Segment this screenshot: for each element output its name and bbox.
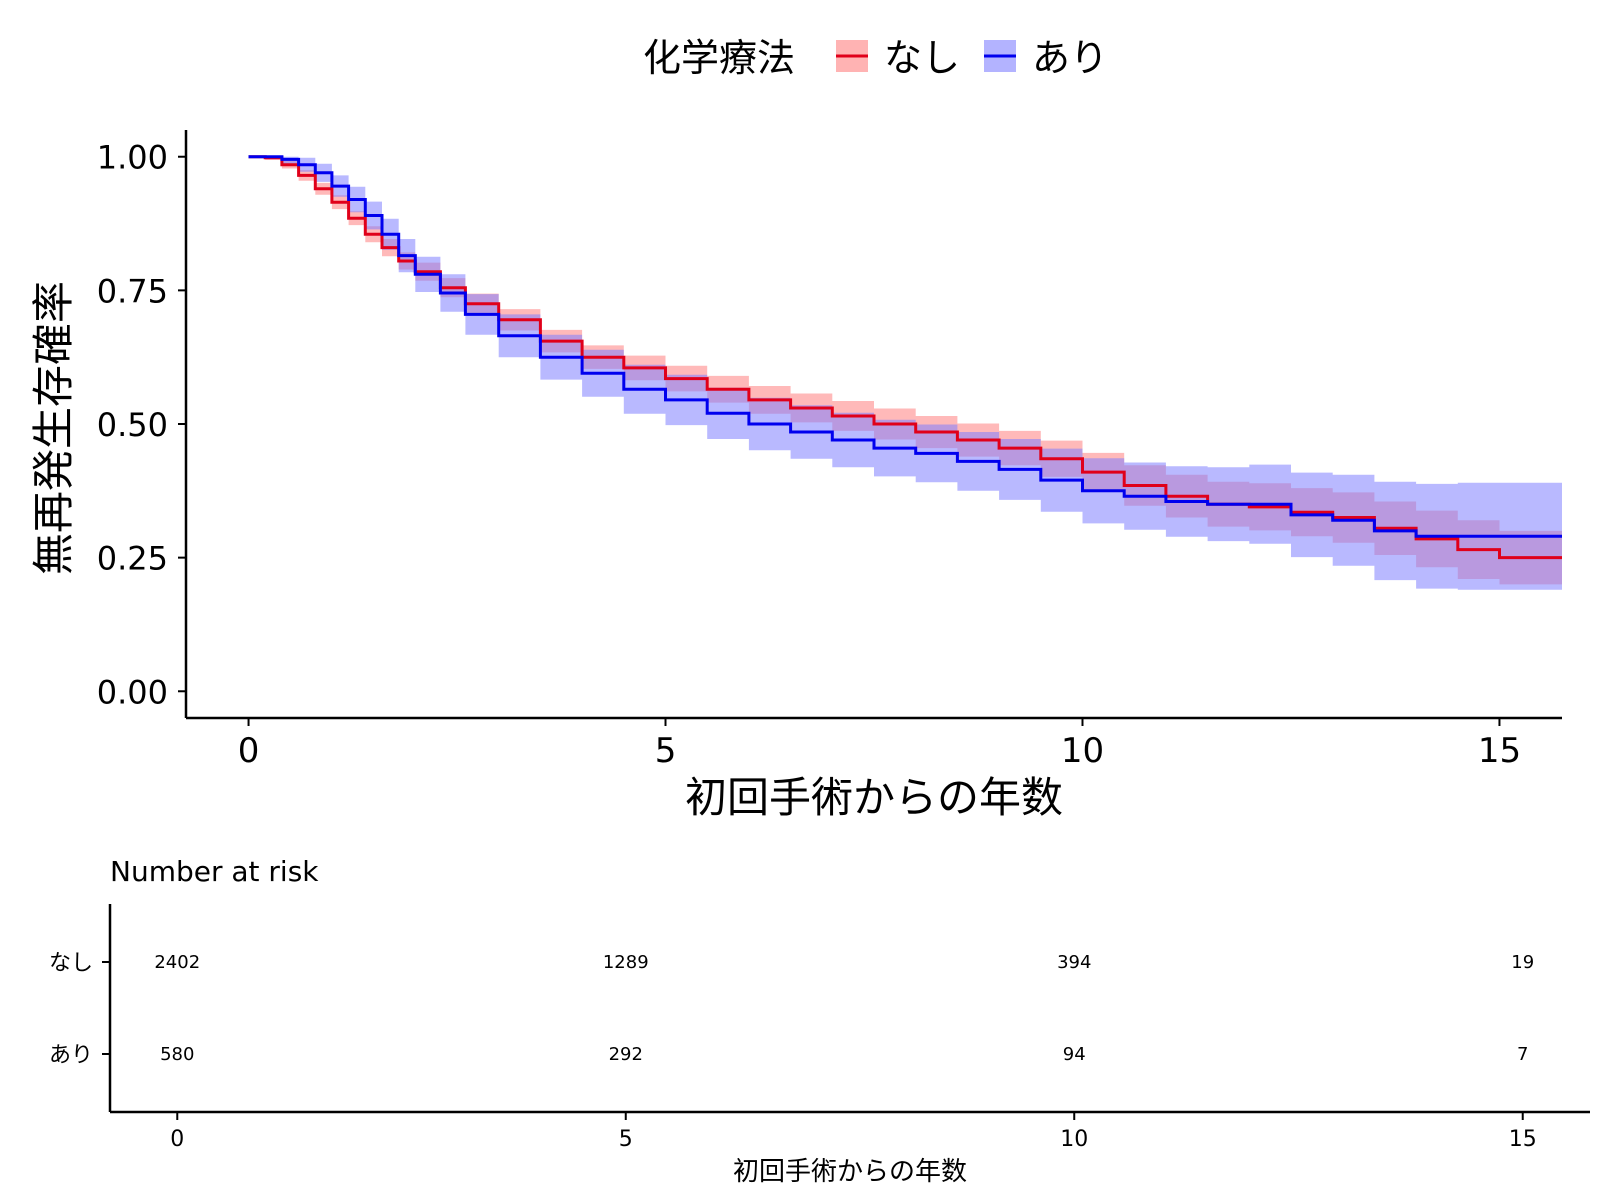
risk-x-axis-title: 初回手術からの年数 [733,1157,967,1187]
risk-table: Number at risk なし 2402 1289 394 19 あり 580 292 94… [49,855,1590,1187]
confidence-bands [248,156,1562,590]
risk-x-ticks: 0 5 10 15 [170,1112,1537,1152]
legend-label-yes: あり [1032,36,1108,80]
legend-entry-yes: あり [984,36,1108,80]
risk-count: 19 [1511,952,1534,973]
legend-label-none: なし [884,36,960,80]
y-tick-label: 0.25 [97,540,168,578]
risk-count: 292 [609,1044,643,1065]
survival-curves [248,155,1562,560]
legend-title: 化学療法 [643,36,795,80]
x-tick-label: 5 [655,731,677,771]
survival-curve-none [248,155,1562,560]
risk-row-label: なし [49,951,93,976]
risk-table-title: Number at risk [110,855,319,888]
risk-x-tick-label: 5 [619,1127,633,1152]
y-tick-label: 0.00 [97,673,168,711]
y-tick-label: 1.00 [97,139,168,177]
y-tick-label: 0.75 [97,272,168,310]
legend-entry-none: なし [836,36,960,80]
risk-x-tick-label: 15 [1509,1127,1537,1152]
x-tick-label: 15 [1478,731,1521,771]
confidence-band-yes [248,156,1562,590]
risk-count: 94 [1063,1044,1086,1065]
x-ticks: 0 5 10 15 [238,718,1521,771]
x-tick-label: 10 [1061,731,1104,771]
x-tick-label: 0 [238,731,260,771]
risk-count: 2402 [154,952,200,973]
risk-x-tick-label: 10 [1060,1127,1088,1152]
risk-rows: なし 2402 1289 394 19 あり 580 292 94 7 [49,951,1534,1068]
legend: 化学療法 なし あり [643,36,1108,80]
survival-curve-yes [248,155,1562,538]
plot-area: 0.00 0.25 0.50 0.75 1.00 0 5 10 15 [97,130,1562,771]
y-axis-title: 無再発生存確率 [29,281,78,575]
risk-count: 1289 [603,952,649,973]
risk-row-label: あり [49,1043,93,1068]
risk-count: 7 [1517,1044,1528,1065]
y-tick-label: 0.50 [97,406,168,444]
risk-count: 394 [1057,952,1091,973]
x-axis-title: 初回手術からの年数 [685,773,1063,822]
risk-count: 580 [160,1044,194,1065]
y-ticks: 0.00 0.25 0.50 0.75 1.00 [97,139,186,711]
risk-x-tick-label: 0 [170,1127,184,1152]
